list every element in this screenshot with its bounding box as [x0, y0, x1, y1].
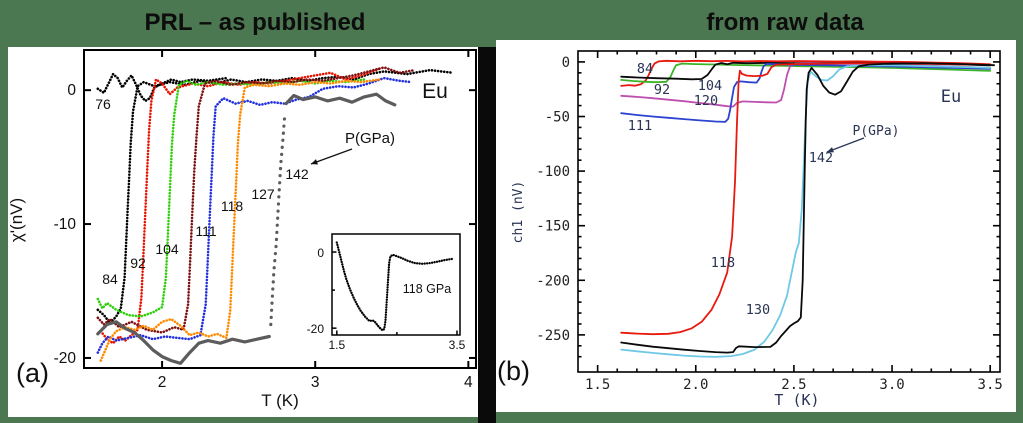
x-tick-label: 2 [158, 374, 167, 391]
chart-b-raw-signal-vs-temperature: 1.5 2.0 2.5 3.0 3.5 0 -50 -100 -150 -200 -250 Eu P(G… [511, 50, 1003, 409]
y-tick-label: 0 [562, 55, 570, 71]
pressure-arrow [310, 148, 353, 165]
series-76 [96, 72, 228, 103]
x-tick-label: 2.0 [683, 377, 708, 393]
series-84 [96, 68, 455, 325]
panel-a-title: PRL – as published [144, 9, 366, 36]
annotation-84: 84 [637, 61, 653, 77]
series-142-transition [269, 115, 287, 327]
annotation-92: 92 [654, 82, 670, 98]
series-118 [620, 62, 992, 336]
annotation-92: 92 [130, 255, 146, 271]
panel-a-corner-label: (a) [16, 358, 49, 388]
annotation-130: 130 [746, 302, 770, 318]
annotation-127: 127 [251, 186, 275, 202]
y-tick-label: 0 [67, 82, 76, 99]
y-tick-label: -50 [545, 110, 570, 126]
annotation-142: 142 [285, 166, 309, 182]
series-127 [99, 78, 381, 362]
pressure-arrow [826, 137, 865, 153]
plot-frame [577, 50, 1001, 373]
series-111 [96, 66, 417, 334]
y-tick-label: -10 [54, 216, 77, 233]
series-92 [620, 62, 992, 84]
annotation-104: 104 [155, 241, 179, 257]
y-tick-label: -150 [536, 219, 570, 235]
panel-b-plot-area: 1.5 2.0 2.5 3.0 3.5 0 -50 -100 -150 -200 -250 Eu P(G… [496, 40, 1016, 412]
annotation-eu: Eu [941, 87, 961, 107]
x-tick-label: 4 [464, 374, 473, 391]
pressure-arrowhead [827, 147, 834, 153]
panel-a-plot-area: 2 3 4 0 -10 -20 Eu P(GPa) 142 127 118 111 104 92 84 76 T… [8, 47, 478, 417]
annotation-p(gpa): P(GPa) [345, 130, 395, 147]
y-tick-label: -200 [536, 273, 570, 289]
y-tick-label: -100 [536, 164, 570, 180]
annotation-118-gpa: 118 GPa [403, 282, 451, 296]
annotation-eu: Eu [422, 80, 448, 103]
annotation-104: 104 [698, 78, 722, 94]
annotation-p(gpa): P(GPa) [853, 124, 900, 139]
annotation-ch1-(nv): ch1 (nV) [511, 181, 526, 244]
panel-b-title: from raw data [706, 9, 864, 36]
annotation-84: 84 [102, 271, 118, 287]
panel-b-corner-label: (b) [497, 356, 530, 386]
annotation-76: 76 [95, 96, 111, 112]
x-tick-label: 3.0 [879, 377, 904, 393]
annotation-t-(k): T (K) [774, 391, 819, 409]
panel-divider [478, 47, 496, 423]
series-142 [620, 62, 995, 354]
series-118GPa-inset [335, 241, 454, 332]
annotation-111: 111 [195, 223, 216, 239]
y-tick-label: -20 [54, 350, 77, 367]
pressure-arrowhead [311, 159, 318, 165]
annotation-111: 111 [628, 118, 652, 134]
annotation-118: 118 [221, 198, 244, 214]
series-142-top [284, 92, 397, 107]
x-tick-label: 3.5 [978, 377, 1003, 393]
series-92 [99, 67, 381, 345]
y-tick-label: 0 [317, 246, 324, 260]
annotation-142: 142 [809, 150, 833, 166]
annotation-120: 120 [694, 93, 718, 109]
plot-frame [331, 233, 461, 336]
x-tick-label: 3 [311, 374, 320, 391]
annotation-t-(k): T (K) [261, 391, 298, 410]
x-tick-label: 1.5 [585, 377, 610, 393]
x-tick-label: 1.5 [328, 338, 345, 352]
annotation-χ'(nv): χ'(nV) [8, 198, 26, 242]
y-tick-label: -250 [536, 328, 570, 344]
series-118 [96, 76, 413, 354]
annotation-118: 118 [711, 255, 735, 271]
chart-a-susceptibility-vs-temperature: 2 3 4 0 -10 -20 Eu P(GPa) 142 127 118 111 104 92 84 76 T… [8, 49, 477, 410]
y-tick-label: -20 [307, 322, 325, 336]
x-tick-label: 2.5 [781, 377, 806, 393]
x-tick-label: 3.5 [449, 338, 466, 352]
series-142 [96, 320, 271, 365]
